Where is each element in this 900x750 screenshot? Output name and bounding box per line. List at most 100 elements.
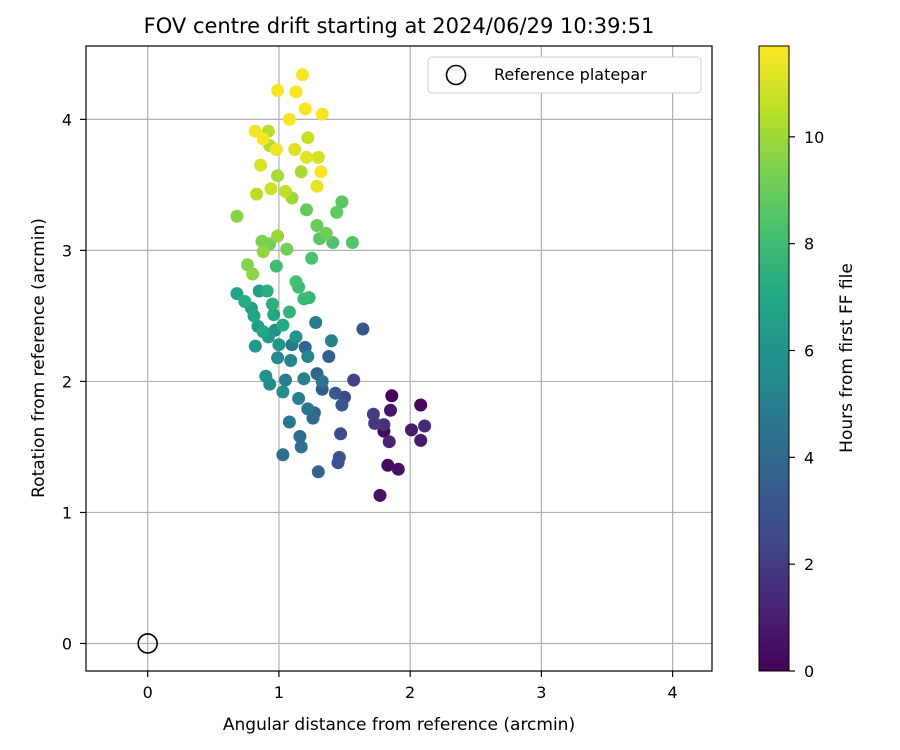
data-point [269,259,283,273]
data-point [345,236,359,249]
data-point [289,275,303,289]
colorbar-tick-label: 2 [804,555,814,574]
y-tick-label: 1 [62,503,72,522]
data-point [356,322,370,336]
x-tick-label: 1 [274,683,284,702]
colorbar-ticks: 0 2 4 6 8 10 [789,128,824,681]
data-point [314,165,328,179]
data-point [366,407,380,421]
y-tick-label: 4 [62,110,72,129]
data-point [256,245,270,259]
data-point [326,236,340,249]
data-point [293,430,307,443]
data-point [282,415,296,429]
data-point [260,284,274,298]
data-point [271,84,285,97]
legend-label: Reference platepar [494,65,647,84]
reference-marker-layer [137,633,158,654]
data-point [289,85,303,99]
data-point [264,182,278,196]
data-point [331,456,345,470]
data-point [335,195,349,209]
data-point [279,184,292,198]
data-point [276,448,290,462]
data-point [301,402,315,416]
x-axis-label: Angular distance from reference (arcmin) [223,715,575,735]
data-point [309,316,323,329]
data-point [311,150,325,164]
data-point [250,187,264,201]
data-point [280,242,294,256]
colorbar-label: Hours from first FF file [837,263,857,453]
data-point [265,297,279,311]
colorbar-tick-label: 4 [804,448,814,467]
data-point [298,102,312,116]
data-point [328,386,342,400]
legend: Reference platepar [427,56,702,94]
data-point [284,354,298,367]
data-point [271,169,285,183]
data-point [247,309,261,323]
data-point [414,433,428,447]
data-point [315,107,329,121]
x-tick-label: 2 [405,683,415,702]
data-point [272,338,286,352]
data-point [282,305,296,319]
data-point [267,308,281,322]
data-point [347,373,361,387]
data-point [269,143,283,156]
data-point [248,339,262,353]
data-point [382,435,396,449]
data-point [373,488,387,502]
grid [86,46,712,671]
data-point [276,385,290,399]
chart-title: FOV centre drift starting at 2024/06/29 … [144,14,655,38]
data-point [315,374,329,388]
data-point [310,179,324,193]
data-point [381,458,395,472]
y-tick-label: 3 [62,241,72,260]
colorbar-gradient [758,45,790,672]
data-point [405,423,418,437]
data-point [276,318,290,332]
data-point [256,325,270,339]
data-point [230,287,244,301]
data-point [259,369,273,383]
legend-marker-icon [445,64,467,86]
data-point [335,398,349,412]
x-tick-label: 4 [668,683,678,702]
y-axis-label: Rotation from reference (arcmin) [29,218,49,498]
data-point [255,234,269,248]
colorbar-tick-label: 6 [804,341,814,360]
colorbar-tick-label: 10 [804,128,824,147]
legend-box [427,56,702,94]
x-tick-label: 3 [536,683,546,702]
data-point [391,462,405,476]
data-point [248,124,262,138]
x-tick-label: 0 [143,683,153,702]
data-point [324,334,338,348]
data-point [289,330,303,344]
data-point [301,350,315,363]
data-point [319,226,333,240]
y-axis-ticks: 0 1 2 3 4 [62,110,86,653]
data-point [294,440,308,454]
data-point [322,350,336,363]
data-point [246,267,260,281]
scatter-points [230,68,432,502]
data-point [238,295,252,308]
x-axis-ticks: 0 1 2 3 4 [143,671,678,702]
data-point [300,150,313,164]
data-point [271,351,285,365]
data-point [330,205,344,219]
data-point [384,403,397,417]
data-point [230,209,244,223]
data-point [294,165,308,179]
data-point [385,389,399,403]
data-point [256,132,270,146]
y-tick-label: 0 [62,634,72,653]
data-point [297,372,311,386]
data-point [271,229,285,243]
reference-point-marker [137,633,158,654]
